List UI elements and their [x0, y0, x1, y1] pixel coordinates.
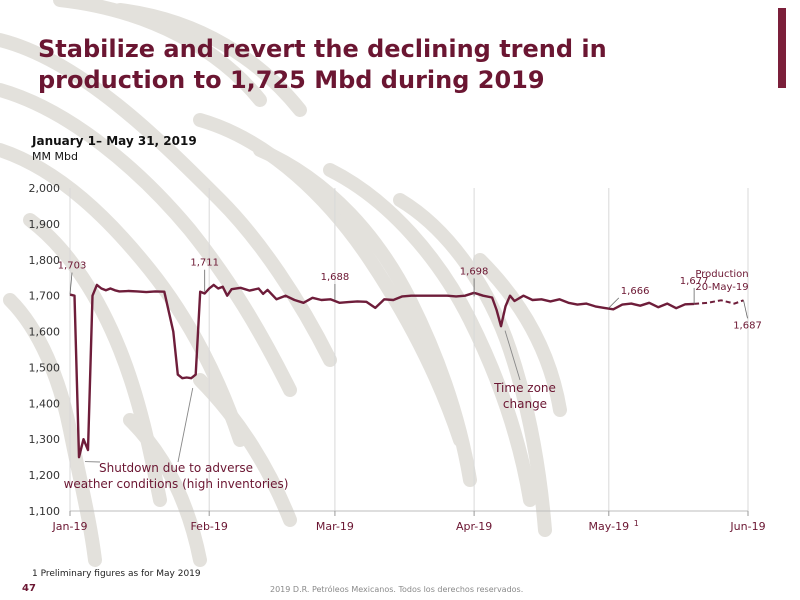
- data-label-leader: [743, 300, 748, 319]
- annotation-pointer: [504, 330, 521, 381]
- axis-layer: 1,100 1,200 1,300 1,400 1,500 1,600 1,700 1,800…: [29, 182, 766, 533]
- y-tick-label: 1,100: [29, 505, 61, 518]
- data-label: 1,666: [621, 286, 650, 297]
- data-label: 1,711: [190, 258, 219, 269]
- y-tick-label: 1,500: [29, 361, 61, 374]
- series-line-preliminary: [694, 299, 744, 305]
- x-tick-label: May-19: [589, 520, 630, 533]
- y-tick-label: 1,700: [29, 290, 61, 303]
- y-tick-label: 1,200: [29, 469, 61, 482]
- series-line-production: [69, 283, 695, 459]
- accent-bar: [778, 8, 786, 88]
- y-tick-label: 2,000: [29, 182, 61, 195]
- y-tick-label: 1,400: [29, 397, 61, 410]
- slide-title: Stabilize and revert the declining trend…: [38, 35, 607, 94]
- y-tick-label: 1,600: [29, 326, 61, 339]
- data-label-leader: [69, 272, 73, 295]
- x-tick-footnote-mark: 1: [634, 519, 639, 528]
- annotation-timezone-line-1: Time zone: [493, 381, 556, 395]
- data-label: 1,703: [58, 261, 87, 272]
- annotation-production-line-1: Production: [695, 269, 748, 280]
- data-label-leader: [608, 297, 620, 309]
- series-layer: [69, 283, 744, 459]
- chart-subtitle: January 1– May 31, 2019: [32, 134, 197, 148]
- data-label-layer: 1,703 1,711 1,688 1,698 1,666 1,677 1,687: [58, 258, 762, 332]
- footnote: 1 Preliminary figures as for May 2019: [32, 569, 201, 579]
- x-tick-label: Jan-19: [52, 520, 88, 533]
- y-tick-label: 1,300: [29, 433, 61, 446]
- annotation-timezone-line-2: change: [503, 397, 547, 411]
- data-label: 1,688: [321, 272, 350, 283]
- x-tick-label: Apr-19: [456, 520, 492, 533]
- x-tick-label: Jun-19: [729, 520, 765, 533]
- chart-units: MM Mbd: [32, 150, 78, 163]
- x-tick-label: Mar-19: [316, 520, 354, 533]
- annotation-pointer: [177, 387, 194, 463]
- annotation-production-line-2: 20-May-19: [695, 282, 748, 293]
- page-number: 47: [22, 583, 36, 594]
- annotation-shutdown-line-2: weather conditions (high inventories): [64, 477, 289, 491]
- grid-layer: [69, 188, 749, 511]
- annotation-shutdown-line-1: Shutdown due to adverse: [99, 461, 253, 475]
- y-tick-label: 1,900: [29, 218, 61, 231]
- data-label: 1,687: [733, 320, 762, 331]
- y-tick-label: 1,800: [29, 254, 61, 267]
- copyright-notice: 2019 D.R. Petróleos Mexicanos. Todos los…: [270, 585, 524, 594]
- x-tick-label: Feb-19: [190, 520, 227, 533]
- data-label: 1,698: [460, 266, 489, 277]
- annotation-layer: Shutdown due to adverse weather condition…: [64, 269, 749, 491]
- data-label: 1,677: [680, 276, 709, 287]
